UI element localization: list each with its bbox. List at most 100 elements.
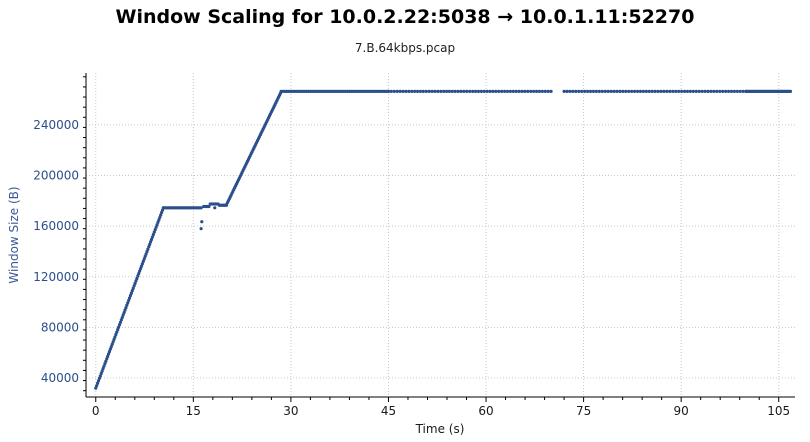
data-point bbox=[682, 89, 687, 93]
data-point bbox=[148, 242, 152, 246]
axes bbox=[85, 73, 795, 398]
x-tick-label: 60 bbox=[478, 404, 493, 418]
x-axis-label: Time (s) bbox=[415, 422, 465, 436]
data-point bbox=[136, 274, 140, 278]
data-point bbox=[131, 286, 135, 290]
data-point bbox=[106, 352, 111, 356]
chart-title: Window Scaling for 10.0.2.22:5038 → 10.0… bbox=[115, 6, 695, 28]
chart-subtitle: 7.B.64kbps.pcap bbox=[354, 41, 456, 55]
data-point bbox=[456, 89, 460, 93]
x-tick-label: 0 bbox=[92, 404, 100, 418]
data-point bbox=[389, 89, 393, 93]
data-point bbox=[113, 335, 117, 339]
data-point bbox=[788, 89, 793, 93]
data-point bbox=[213, 206, 217, 210]
data-point bbox=[207, 204, 211, 209]
data-point bbox=[479, 89, 483, 93]
data-point bbox=[151, 233, 155, 237]
x-tick-label: 105 bbox=[767, 404, 790, 418]
data-point bbox=[724, 89, 728, 93]
data-point bbox=[410, 89, 414, 93]
data-point bbox=[588, 89, 593, 93]
data-point bbox=[154, 225, 158, 229]
data-point bbox=[156, 220, 160, 225]
data-point bbox=[110, 342, 114, 346]
data-point bbox=[685, 89, 690, 93]
data-point bbox=[153, 228, 157, 232]
data-point bbox=[485, 89, 489, 93]
data-point bbox=[627, 89, 631, 93]
data-point bbox=[653, 89, 657, 93]
data-point bbox=[565, 89, 569, 93]
data-point bbox=[386, 89, 391, 93]
data-point bbox=[147, 245, 151, 249]
data-point bbox=[140, 262, 144, 266]
data-point bbox=[135, 276, 139, 281]
data-point bbox=[122, 310, 126, 315]
data-point bbox=[436, 89, 440, 93]
data-point bbox=[644, 89, 648, 93]
data-point bbox=[115, 330, 119, 334]
data-point bbox=[738, 89, 742, 93]
y-tick-label: 240000 bbox=[33, 118, 79, 132]
data-point bbox=[462, 89, 466, 93]
data-point bbox=[618, 89, 622, 93]
data-point bbox=[453, 89, 457, 93]
data-point bbox=[543, 89, 547, 93]
data-point bbox=[594, 89, 599, 93]
data-point bbox=[540, 89, 544, 93]
data-point bbox=[116, 328, 120, 332]
data-point bbox=[139, 264, 144, 268]
data-point bbox=[149, 237, 154, 242]
data-point bbox=[145, 250, 149, 254]
data-point bbox=[674, 89, 678, 93]
data-point bbox=[112, 337, 116, 341]
data-point bbox=[98, 374, 102, 378]
data-point bbox=[439, 89, 443, 93]
data-point bbox=[99, 371, 103, 376]
data-point bbox=[418, 89, 423, 93]
data-point bbox=[503, 89, 507, 93]
data-point bbox=[150, 235, 155, 239]
data-point bbox=[549, 89, 553, 93]
data-point bbox=[133, 281, 137, 285]
data-point bbox=[413, 89, 417, 93]
data-point bbox=[159, 213, 163, 217]
data-point bbox=[149, 240, 153, 244]
data-point bbox=[534, 89, 539, 93]
y-axis-label: Window Size (B) bbox=[7, 186, 21, 283]
data-point bbox=[668, 89, 672, 93]
x-tick-label: 30 bbox=[283, 404, 298, 418]
data-point bbox=[600, 89, 604, 93]
data-point bbox=[606, 89, 610, 93]
data-point bbox=[591, 89, 596, 93]
data-point bbox=[395, 89, 399, 93]
data-point bbox=[726, 89, 731, 93]
data-point bbox=[635, 89, 640, 93]
data-point bbox=[94, 386, 98, 390]
data-point bbox=[450, 89, 454, 93]
data-point bbox=[103, 362, 107, 366]
y-tick-label: 120000 bbox=[33, 270, 79, 284]
data-point bbox=[465, 89, 469, 93]
data-point bbox=[144, 252, 148, 256]
data-point bbox=[121, 313, 125, 317]
data-point bbox=[638, 89, 643, 93]
data-point bbox=[137, 271, 141, 276]
data-point bbox=[659, 89, 663, 93]
data-point bbox=[630, 89, 634, 93]
data-point bbox=[199, 227, 203, 231]
data-point bbox=[679, 89, 684, 93]
data-point bbox=[123, 308, 127, 312]
data-point bbox=[721, 89, 725, 93]
data-point bbox=[585, 89, 590, 93]
data-point bbox=[574, 89, 578, 93]
data-point bbox=[96, 379, 101, 383]
data-point bbox=[715, 89, 719, 93]
data-point bbox=[132, 284, 136, 288]
data-point bbox=[621, 89, 625, 93]
data-point bbox=[155, 223, 159, 227]
data-point bbox=[433, 89, 437, 93]
data-point bbox=[520, 89, 524, 93]
data-point bbox=[691, 89, 695, 93]
